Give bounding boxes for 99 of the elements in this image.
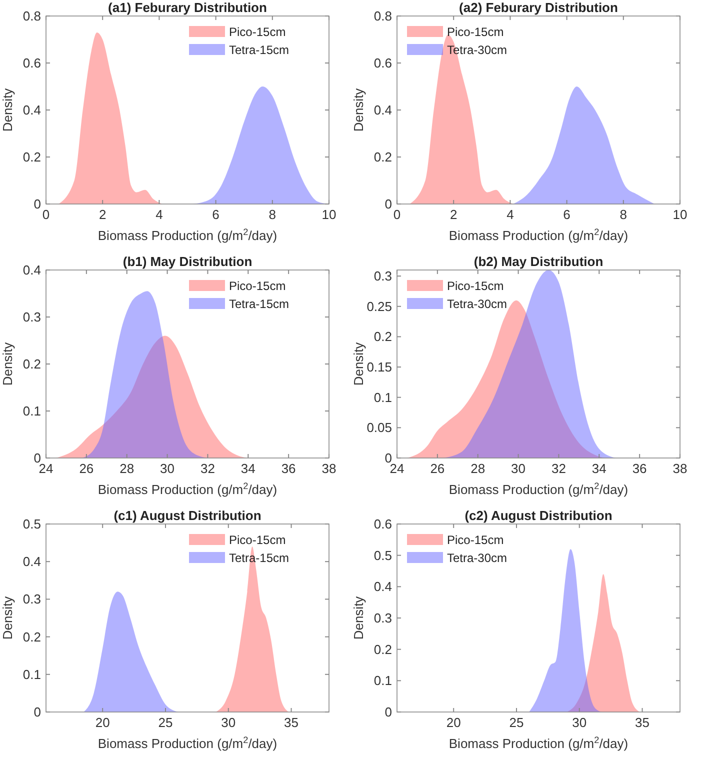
chart-title: (b1) May Distribution — [122, 254, 252, 269]
y-tick-label: 0.4 — [22, 102, 41, 118]
x-tick-label: 35 — [635, 715, 650, 730]
y-tick-label: 0.2 — [374, 150, 392, 164]
y-tick-label: 0.4 — [374, 102, 392, 118]
y-tick-label: 0.2 — [374, 642, 392, 657]
x-tick-label: 36 — [281, 461, 296, 476]
x-tick-label: 38 — [322, 461, 336, 476]
y-tick-label: 0.15 — [366, 360, 392, 375]
legend-label: Tetra-30cm — [447, 297, 508, 311]
y-tick-label: 0.2 — [22, 150, 41, 164]
x-tick-label: 20 — [446, 715, 461, 730]
x-tick-label: 32 — [551, 461, 566, 476]
x-tick-label: 34 — [240, 461, 256, 476]
x-tick-label: 2 — [450, 207, 458, 222]
x-tick-label: 25 — [509, 715, 524, 730]
legend-label: Tetra-30cm — [447, 551, 508, 565]
x-tick-label: 8 — [268, 207, 276, 222]
chart-title: (c1) August Distribution — [114, 508, 262, 523]
x-tick-label: 6 — [212, 207, 220, 222]
x-tick-label: 32 — [200, 461, 215, 476]
legend-label: Tetra-15cm — [229, 43, 290, 57]
x-tick-label: 30 — [572, 715, 587, 730]
y-tick-label: 0.1 — [374, 673, 392, 688]
y-tick-label: 0.05 — [366, 420, 392, 436]
x-axis-title: Biomass Production (g/m$^{2}$/day) — [448, 735, 628, 751]
y-tick-label: 0.8 — [374, 8, 392, 24]
y-tick-label: 0.4 — [374, 579, 392, 594]
x-tick-label: 30 — [221, 715, 236, 730]
y-axis-title: Density — [351, 342, 366, 386]
x-tick-label: 25 — [158, 715, 173, 730]
chart-title: (a1) Feburary Distribution — [108, 0, 268, 15]
y-axis-title: Density — [351, 88, 366, 132]
y-tick-label: 0.5 — [374, 548, 392, 563]
legend-label: Pico-15cm — [447, 533, 504, 547]
y-tick-label: 0.8 — [22, 8, 41, 24]
y-tick-label: 0.3 — [22, 310, 41, 324]
x-tick-label: 24 — [390, 461, 404, 476]
x-tick-label: 8 — [620, 207, 628, 222]
x-tick-label: 26 — [430, 461, 445, 476]
y-axis-title: Density — [351, 596, 366, 640]
x-tick-label: 38 — [672, 461, 688, 476]
y-tick-label: 0 — [384, 450, 392, 466]
x-tick-label: 24 — [38, 461, 54, 476]
chart-title: (a2) Feburary Distribution — [459, 0, 618, 15]
chart-title: (b2) May Distribution — [474, 254, 604, 269]
y-axis-title: Density — [0, 596, 15, 640]
y-tick-label: 0.6 — [374, 516, 392, 532]
x-tick-label: 30 — [160, 461, 175, 476]
y-tick-label: 0.2 — [374, 329, 392, 344]
x-tick-label: 34 — [592, 461, 606, 476]
y-tick-label: 0.3 — [22, 592, 41, 607]
x-tick-label: 10 — [322, 207, 336, 222]
x-tick-label: 10 — [672, 207, 688, 222]
legend-label: Tetra-15cm — [229, 551, 290, 565]
x-axis-title: Biomass Production (g/m$^{2}$/day) — [98, 735, 278, 751]
y-tick-label: 0 — [384, 196, 392, 212]
x-tick-label: 20 — [95, 715, 110, 730]
y-tick-label: 0.25 — [366, 298, 392, 314]
x-tick-label: 6 — [563, 207, 570, 222]
legend-label: Tetra-30cm — [447, 43, 508, 57]
x-tick-label: 28 — [470, 461, 486, 476]
y-tick-label: 0.1 — [374, 390, 392, 405]
legend-label: Pico-15cm — [229, 25, 286, 39]
x-tick-label: 26 — [79, 461, 94, 476]
y-tick-label: 0.4 — [22, 262, 41, 278]
legend-label: Pico-15cm — [229, 279, 286, 293]
x-axis-title: Biomass Production (g/m$^{2}$/day) — [98, 227, 278, 243]
legend-label: Pico-15cm — [447, 279, 504, 293]
x-axis-title: Biomass Production (g/m$^{2}$/day) — [448, 481, 628, 497]
legend-label: Pico-15cm — [447, 25, 504, 39]
y-tick-label: 0.4 — [22, 554, 41, 570]
y-tick-label: 0.1 — [22, 404, 41, 418]
x-tick-label: 35 — [284, 715, 298, 730]
x-tick-label: 2 — [98, 207, 106, 222]
y-tick-label: 0.6 — [374, 56, 392, 70]
y-tick-label: 0 — [34, 450, 41, 466]
y-tick-label: 0.5 — [22, 516, 41, 532]
y-tick-label: 0.3 — [374, 268, 392, 284]
x-tick-label: 36 — [632, 461, 647, 476]
y-axis-title: Density — [0, 88, 15, 132]
legend-label: Pico-15cm — [229, 533, 286, 547]
y-tick-label: 0.6 — [22, 56, 41, 70]
x-tick-label: 4 — [156, 207, 163, 222]
y-tick-label: 0.2 — [22, 356, 41, 372]
chart-title: (c2) August Distribution — [464, 508, 612, 523]
x-tick-label: 30 — [511, 461, 526, 476]
y-tick-label: 0.3 — [374, 610, 392, 626]
x-axis-title: Biomass Production (g/m$^{2}$/day) — [98, 481, 278, 497]
x-tick-label: 28 — [120, 461, 134, 476]
y-tick-label: 0.2 — [22, 629, 41, 644]
x-axis-title: Biomass Production (g/m$^{2}$/day) — [448, 227, 628, 243]
legend-label: Tetra-15cm — [229, 297, 290, 311]
y-tick-label: 0 — [34, 196, 41, 212]
x-tick-label: 4 — [506, 207, 514, 222]
y-tick-label: 0.1 — [22, 666, 41, 682]
y-axis-title: Density — [0, 342, 15, 386]
y-tick-label: 0 — [384, 704, 392, 720]
y-tick-label: 0 — [34, 704, 41, 720]
